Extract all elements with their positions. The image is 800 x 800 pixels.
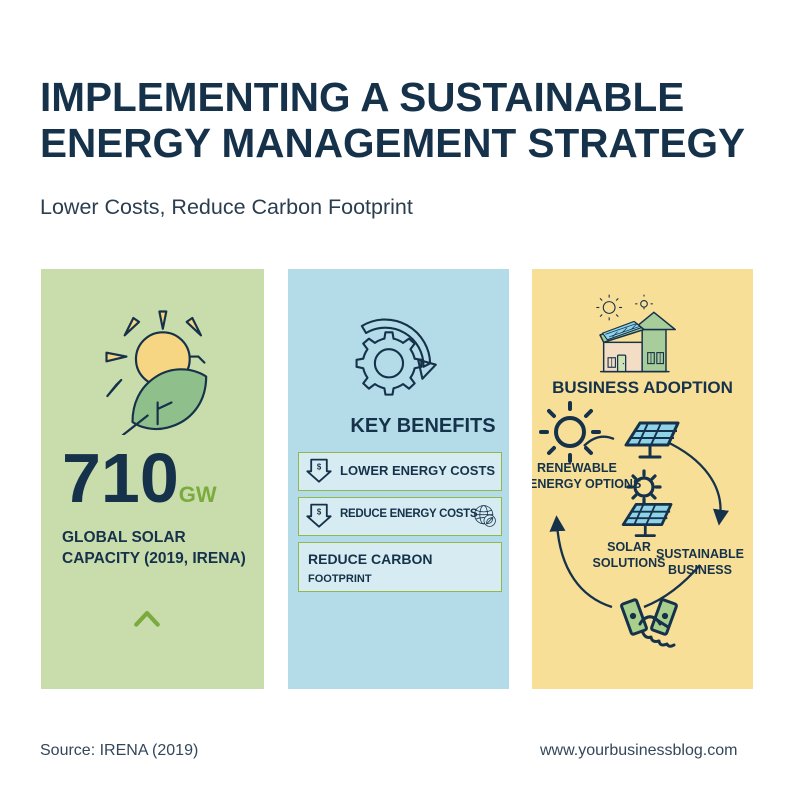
- svg-text:RENEWABLE: RENEWABLE: [537, 461, 617, 475]
- svg-text:SUSTAINABLE: SUSTAINABLE: [656, 547, 744, 561]
- svg-text:ENERGY OPTIONS: ENERGY OPTIONS: [532, 477, 641, 491]
- svg-text:BUSINESS: BUSINESS: [668, 563, 732, 577]
- svg-text:$: $: [317, 507, 322, 516]
- svg-text:SOLAR: SOLAR: [607, 540, 651, 554]
- svg-text:SOLUTIONS: SOLUTIONS: [593, 556, 666, 570]
- svg-text:$: $: [317, 462, 322, 471]
